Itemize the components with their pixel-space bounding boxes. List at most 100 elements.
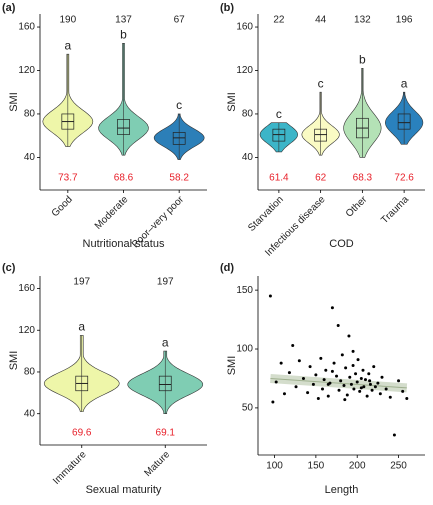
x-tick-label: 200 (349, 461, 366, 472)
point (351, 364, 355, 367)
n-label: 197 (157, 277, 174, 288)
point (363, 378, 367, 382)
y-tick-label: 40 (24, 152, 36, 163)
point (271, 400, 275, 404)
point (354, 372, 358, 376)
y-axis-label: SMI (226, 356, 238, 376)
x-tick-label: Starvation (246, 194, 286, 234)
box (172, 132, 186, 145)
y-tick-label: 40 (242, 152, 254, 163)
box (272, 128, 286, 142)
x-tick-label: Trauma (379, 194, 411, 226)
panel-label: (d) (220, 262, 234, 274)
point (361, 368, 365, 372)
y-tick-label: 40 (24, 408, 36, 419)
x-tick-label: Other (344, 194, 370, 220)
y-tick-label: 120 (18, 65, 35, 76)
y-axis-label: SMI (226, 92, 238, 112)
trend-line (270, 377, 407, 389)
y-tick-label: 160 (236, 22, 253, 33)
point (380, 375, 384, 379)
point (392, 433, 396, 437)
point (274, 380, 278, 384)
mean-label: 68.6 (114, 173, 134, 184)
y-tick-label: 120 (18, 325, 35, 336)
point (332, 361, 336, 365)
point (343, 398, 347, 402)
mean-label: 68.3 (353, 173, 373, 184)
box (117, 119, 130, 135)
x-tick-label: 250 (390, 461, 407, 472)
y-tick-label: 80 (24, 109, 36, 120)
letter-label: c (176, 98, 182, 112)
point (405, 396, 409, 400)
point (362, 385, 366, 389)
n-label: 132 (354, 15, 371, 26)
point (268, 294, 272, 298)
point (368, 379, 372, 383)
point (294, 385, 298, 389)
panel-label: (a) (2, 2, 16, 14)
point (301, 376, 305, 380)
point (316, 396, 320, 400)
box (158, 375, 172, 392)
point (319, 356, 323, 360)
x-tick-label: Good (50, 194, 75, 219)
n-label: 190 (59, 15, 76, 26)
point (384, 387, 388, 391)
y-tick-label: 100 (236, 344, 253, 355)
letter-label: a (401, 76, 408, 90)
x-tick-label: Moderate (93, 194, 131, 232)
point (297, 359, 301, 363)
x-tick-label: 150 (308, 461, 325, 472)
n-label: 137 (115, 15, 132, 26)
mean-label: 62 (315, 173, 327, 184)
point (355, 380, 359, 384)
point (306, 391, 310, 395)
point (388, 395, 392, 399)
y-tick-label: 80 (24, 367, 36, 378)
point (342, 384, 346, 388)
letter-label: c (276, 107, 282, 121)
y-tick-label: 80 (242, 109, 254, 120)
y-tick-label: 160 (18, 283, 35, 294)
y-axis-label: SMI (8, 92, 20, 112)
point (367, 372, 371, 376)
point (373, 385, 377, 389)
y-tick-label: 50 (242, 403, 254, 414)
point (376, 381, 380, 385)
point (335, 374, 339, 378)
x-tick-label: 100 (266, 461, 283, 472)
point (359, 386, 363, 390)
point (345, 393, 349, 397)
point (330, 369, 334, 373)
letter-label: b (359, 52, 366, 66)
n-label: 67 (174, 15, 186, 26)
y-tick-label: 150 (236, 285, 253, 296)
mean-label: 72.6 (394, 173, 414, 184)
box (397, 113, 411, 130)
x-axis-label: Nutritional status (83, 238, 165, 250)
n-label: 22 (273, 15, 285, 26)
x-axis-label: Sexual maturity (86, 484, 162, 496)
x-tick-label: Immature (51, 449, 89, 487)
n-label: 196 (396, 15, 413, 26)
point (368, 382, 372, 386)
letter-label: c (318, 76, 324, 90)
point (336, 323, 340, 327)
point (324, 368, 328, 372)
point (356, 358, 360, 362)
letter-label: a (162, 335, 169, 349)
x-axis-label: Length (325, 484, 359, 496)
point (337, 388, 341, 392)
point (349, 382, 353, 386)
box (314, 128, 327, 142)
letter-label: b (120, 28, 127, 42)
x-tick-label: Mature (142, 449, 172, 479)
point (340, 353, 344, 357)
letter-label: a (78, 320, 85, 334)
point (339, 379, 343, 383)
x-axis-label: COD (329, 238, 354, 250)
point (365, 394, 369, 398)
